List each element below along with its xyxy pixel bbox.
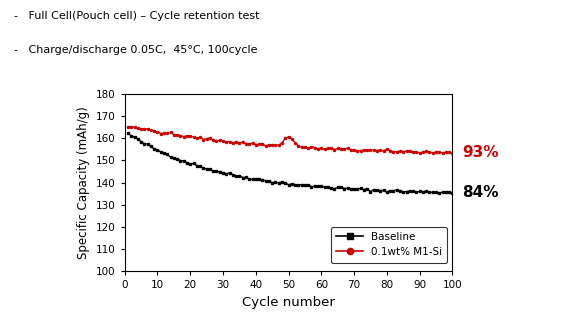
Text: 84%: 84% [462,185,499,200]
Legend: Baseline, 0.1wt% M1-Si: Baseline, 0.1wt% M1-Si [331,227,447,263]
X-axis label: Cycle number: Cycle number [242,296,335,309]
Text: -   Charge/discharge 0.05C,  45°C, 100cycle: - Charge/discharge 0.05C, 45°C, 100cycle [14,45,258,55]
Text: 93%: 93% [462,145,499,160]
Text: -   Full Cell(Pouch cell) – Cycle retention test: - Full Cell(Pouch cell) – Cycle retentio… [14,11,260,21]
Y-axis label: Specific Capacity (mAh/g): Specific Capacity (mAh/g) [77,106,90,259]
